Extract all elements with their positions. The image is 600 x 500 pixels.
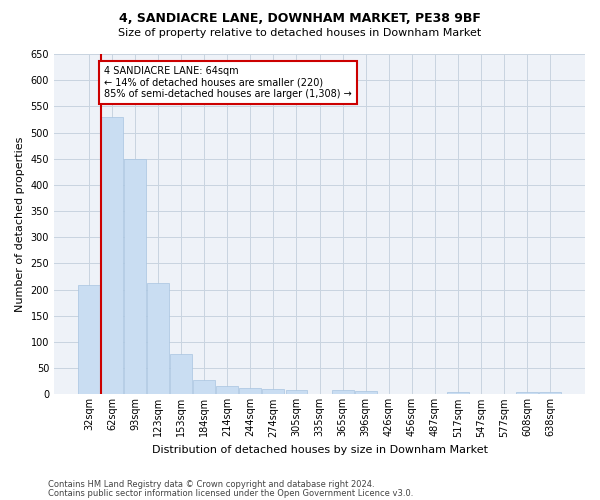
Bar	[516, 392, 538, 394]
Text: Contains HM Land Registry data © Crown copyright and database right 2024.: Contains HM Land Registry data © Crown c…	[48, 480, 374, 489]
Bar	[217, 386, 238, 394]
Text: 4, SANDIACRE LANE, DOWNHAM MARKET, PE38 9BF: 4, SANDIACRE LANE, DOWNHAM MARKET, PE38 …	[119, 12, 481, 26]
Y-axis label: Number of detached properties: Number of detached properties	[15, 136, 25, 312]
Text: Contains public sector information licensed under the Open Government Licence v3: Contains public sector information licen…	[48, 488, 413, 498]
Bar	[262, 389, 284, 394]
Bar	[539, 392, 561, 394]
Text: Size of property relative to detached houses in Downham Market: Size of property relative to detached ho…	[118, 28, 482, 38]
Bar	[239, 388, 262, 394]
Bar	[447, 392, 469, 394]
Text: 4 SANDIACRE LANE: 64sqm
← 14% of detached houses are smaller (220)
85% of semi-d: 4 SANDIACRE LANE: 64sqm ← 14% of detache…	[104, 66, 352, 98]
Bar	[147, 284, 169, 395]
Bar	[332, 390, 353, 394]
Bar	[193, 380, 215, 394]
Bar	[355, 391, 377, 394]
Bar	[78, 286, 100, 395]
X-axis label: Distribution of detached houses by size in Downham Market: Distribution of detached houses by size …	[152, 445, 488, 455]
Bar	[101, 117, 123, 394]
Bar	[286, 390, 307, 394]
Bar	[170, 354, 192, 395]
Bar	[124, 158, 146, 394]
